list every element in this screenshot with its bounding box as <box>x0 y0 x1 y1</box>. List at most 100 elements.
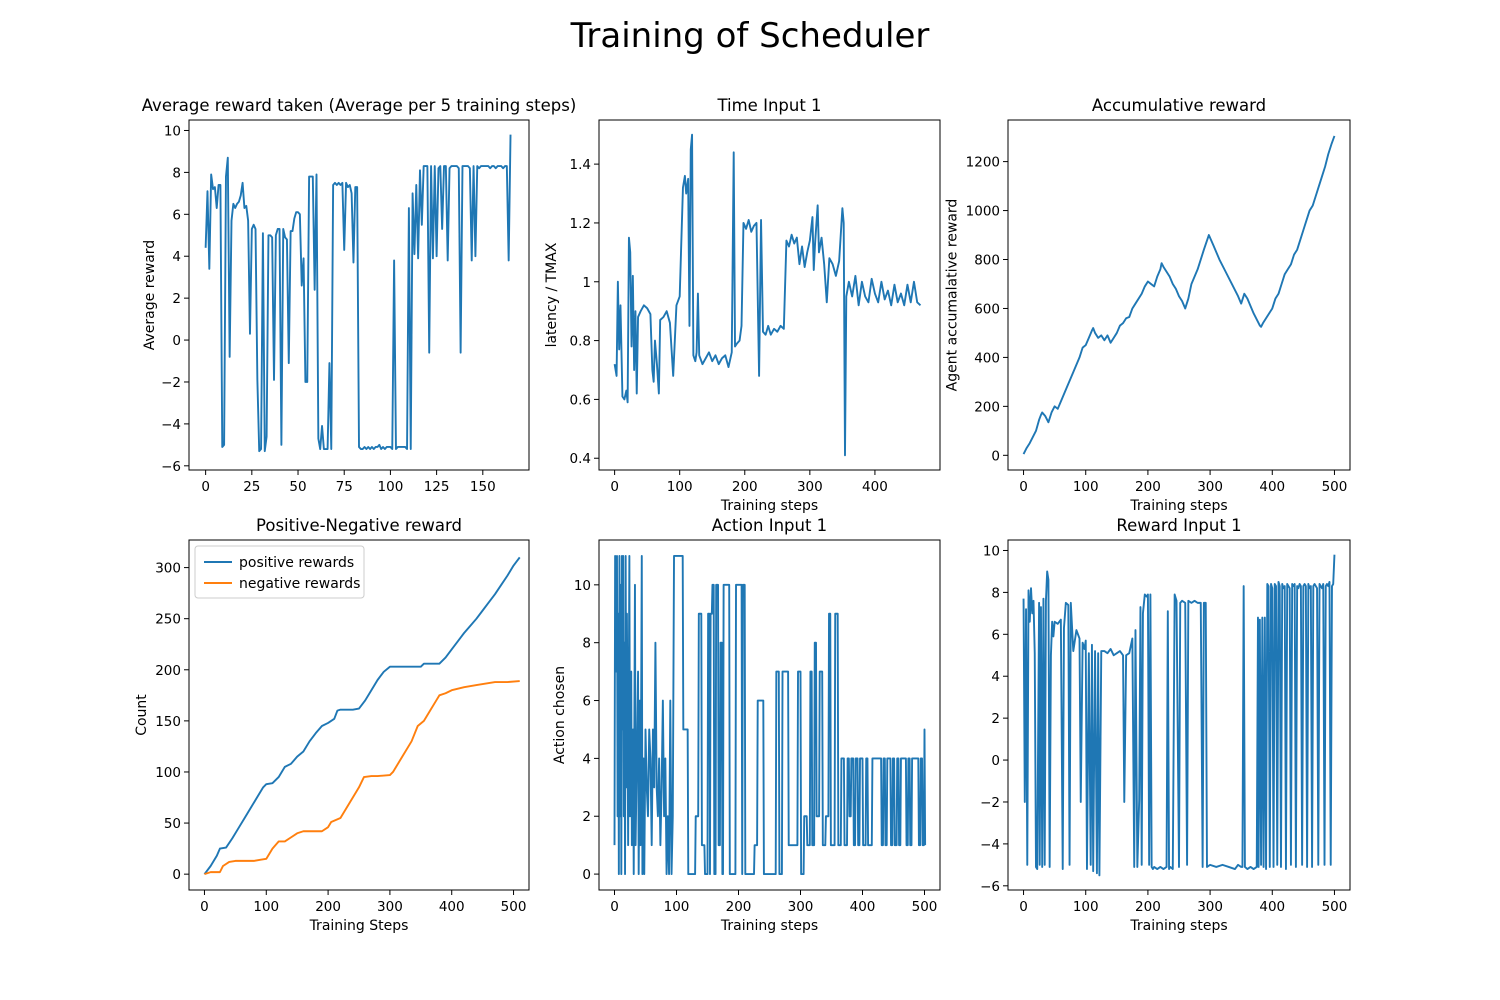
y-tick-label: 200 <box>155 663 181 679</box>
figure-title: Training of Scheduler <box>570 16 930 56</box>
y-axis-label: Agent accumalative reward <box>944 199 960 392</box>
x-axis-label: Training Steps <box>309 918 409 934</box>
y-tick-label: 0 <box>991 448 1000 464</box>
x-tick-label: 500 <box>501 899 527 915</box>
subplot-avg-reward: Average reward taken (Average per 5 trai… <box>142 96 577 495</box>
legend-label: negative rewards <box>239 576 360 592</box>
y-tick-label: 150 <box>155 714 181 730</box>
axes-frame <box>1007 119 1351 471</box>
y-tick-label: 1.2 <box>570 216 591 232</box>
y-tick-label: −6 <box>980 879 1000 895</box>
x-tick-label: 100 <box>253 899 279 915</box>
axes-frame <box>598 119 941 471</box>
subplot-action-input: Action Input 1 0 100 200 300 400 500 0 2 4 6 8 10 Tra… <box>552 516 941 934</box>
y-tick-label: 2 <box>172 291 181 307</box>
y-tick-label: 200 <box>974 399 1000 415</box>
x-tick-label: 50 <box>289 479 306 495</box>
y-tick-label: 0.6 <box>570 392 591 408</box>
y-tick-label: 2 <box>991 711 1000 727</box>
series-line-0 <box>204 134 512 453</box>
x-tick-label: 100 <box>664 899 690 915</box>
y-tick-label: 100 <box>155 765 181 781</box>
x-tick-label: 150 <box>470 479 496 495</box>
y-tick-label: 10 <box>983 543 1000 559</box>
y-tick-label: 4 <box>172 249 181 265</box>
x-tick-label: 300 <box>377 899 403 915</box>
x-axis-label: Training steps <box>1129 918 1227 934</box>
y-tick-label: 0 <box>172 333 181 349</box>
subplot-time-input: Time Input 1 0 100 200 300 400 0.4 0.6 0.8 1 1.2 1.… <box>544 96 941 514</box>
y-tick-label: 0.8 <box>570 334 591 350</box>
subplot-grid: Average reward taken (Average per 5 trai… <box>134 96 1351 934</box>
y-tick-label: 8 <box>991 585 1000 601</box>
subplot-reward-input: Reward Input 1 0 100 200 300 400 500 −6 −4 −2 0 2 4 6… <box>980 516 1351 934</box>
x-tick-label: 100 <box>1073 899 1099 915</box>
y-tick-label: 1000 <box>966 204 1000 220</box>
x-tick-label: 100 <box>667 479 693 495</box>
subplot-title: Reward Input 1 <box>1116 516 1241 535</box>
y-tick-label: 0 <box>991 753 1000 769</box>
y-tick-label: 250 <box>155 612 181 628</box>
y-tick-label: 4 <box>991 669 1000 685</box>
series-line-positive-rewards <box>203 556 521 875</box>
axes-frame <box>188 119 530 471</box>
x-tick-label: 500 <box>1322 899 1348 915</box>
y-tick-label: 6 <box>172 207 181 223</box>
y-tick-label: 6 <box>991 627 1000 643</box>
y-tick-label: 1 <box>582 275 591 291</box>
y-tick-label: 50 <box>164 816 181 832</box>
y-tick-label: 0.4 <box>570 451 591 467</box>
y-tick-label: 8 <box>172 165 181 181</box>
x-tick-label: 0 <box>610 479 619 495</box>
y-tick-label: −2 <box>161 375 181 391</box>
x-tick-label: 200 <box>1135 899 1161 915</box>
y-tick-label: 400 <box>974 350 1000 366</box>
y-tick-label: −2 <box>980 795 1000 811</box>
x-tick-label: 500 <box>1322 479 1348 495</box>
x-tick-label: 500 <box>912 899 938 915</box>
x-tick-label: 100 <box>378 479 404 495</box>
series-line-0 <box>1022 135 1336 455</box>
x-tick-label: 300 <box>1197 479 1223 495</box>
subplot-title: Action Input 1 <box>712 516 827 535</box>
x-tick-label: 400 <box>1259 899 1285 915</box>
y-tick-label: 0 <box>172 867 181 883</box>
y-tick-label: 4 <box>582 751 591 767</box>
x-tick-label: 75 <box>336 479 353 495</box>
x-tick-label: 300 <box>797 479 823 495</box>
y-axis-label: Action chosen <box>552 666 568 764</box>
x-tick-label: 0 <box>610 899 619 915</box>
x-tick-label: 200 <box>726 899 752 915</box>
x-tick-label: 25 <box>243 479 260 495</box>
x-tick-label: 100 <box>1073 479 1099 495</box>
y-tick-label: 600 <box>974 301 1000 317</box>
y-tick-label: 2 <box>582 809 591 825</box>
legend-label: positive rewards <box>239 555 354 571</box>
y-axis-label: Average reward <box>142 240 158 350</box>
y-tick-label: −4 <box>161 417 181 433</box>
x-tick-label: 300 <box>1197 899 1223 915</box>
y-tick-label: 1.4 <box>570 157 591 173</box>
y-tick-label: −4 <box>980 837 1000 853</box>
x-tick-label: 200 <box>315 899 341 915</box>
x-tick-label: 0 <box>201 479 210 495</box>
x-tick-label: 200 <box>1135 479 1161 495</box>
x-axis-label: Training steps <box>720 498 818 514</box>
y-axis-label: latency / TMAX <box>544 242 560 347</box>
y-tick-label: 10 <box>164 123 181 139</box>
series-line-0 <box>613 554 927 876</box>
series-line-negative-rewards <box>204 680 520 876</box>
y-axis-label: Count <box>134 694 150 736</box>
y-tick-label: 800 <box>974 253 1000 269</box>
y-tick-label: 1200 <box>966 155 1000 171</box>
x-tick-label: 0 <box>200 899 209 915</box>
subplot-title: Positive-Negative reward <box>256 516 462 535</box>
y-tick-label: 10 <box>574 578 591 594</box>
subplot-title: Average reward taken (Average per 5 trai… <box>142 96 577 115</box>
x-tick-label: 0 <box>1019 479 1028 495</box>
x-tick-label: 400 <box>439 899 465 915</box>
axes-frame <box>598 539 941 891</box>
